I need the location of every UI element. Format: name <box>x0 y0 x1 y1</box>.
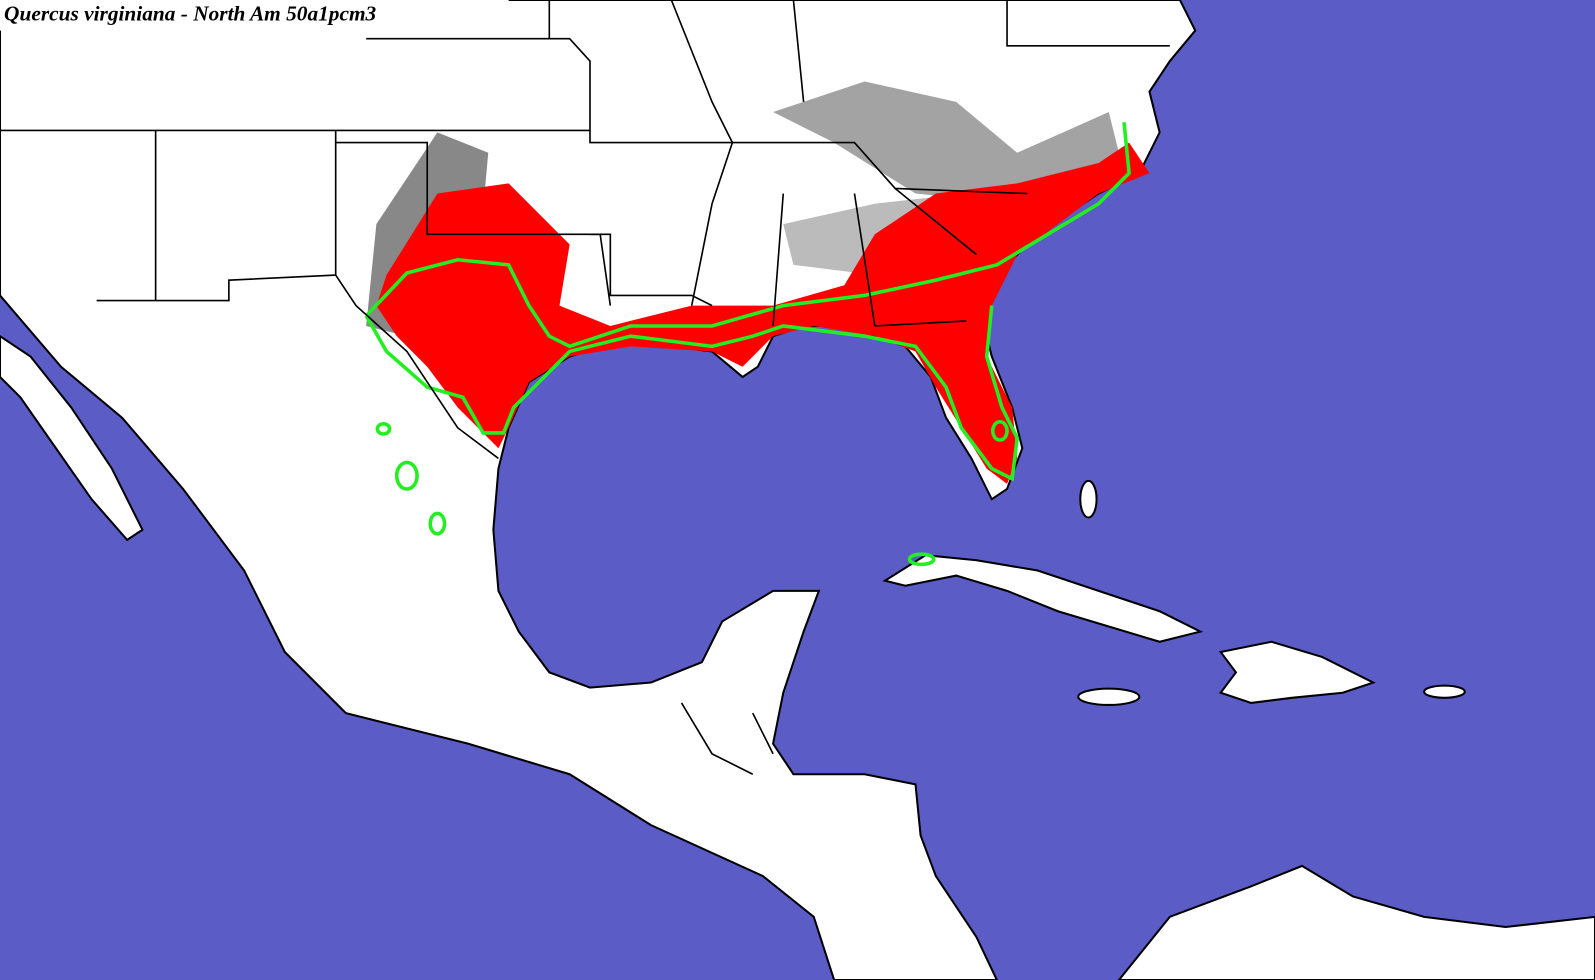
borders <box>0 0 1170 775</box>
map-title: Quercus virginiana - North Am 50a1pcm3 <box>4 1 376 25</box>
south-america <box>1117 864 1595 980</box>
native-range <box>364 122 1131 567</box>
jamaica <box>1077 687 1141 706</box>
bahamas <box>1079 479 1098 519</box>
hispaniola <box>1218 640 1376 704</box>
baja <box>0 334 144 542</box>
puerto-rico <box>1423 684 1466 699</box>
cuba <box>882 554 1204 643</box>
title-bg <box>0 0 509 31</box>
shading <box>773 81 1119 204</box>
